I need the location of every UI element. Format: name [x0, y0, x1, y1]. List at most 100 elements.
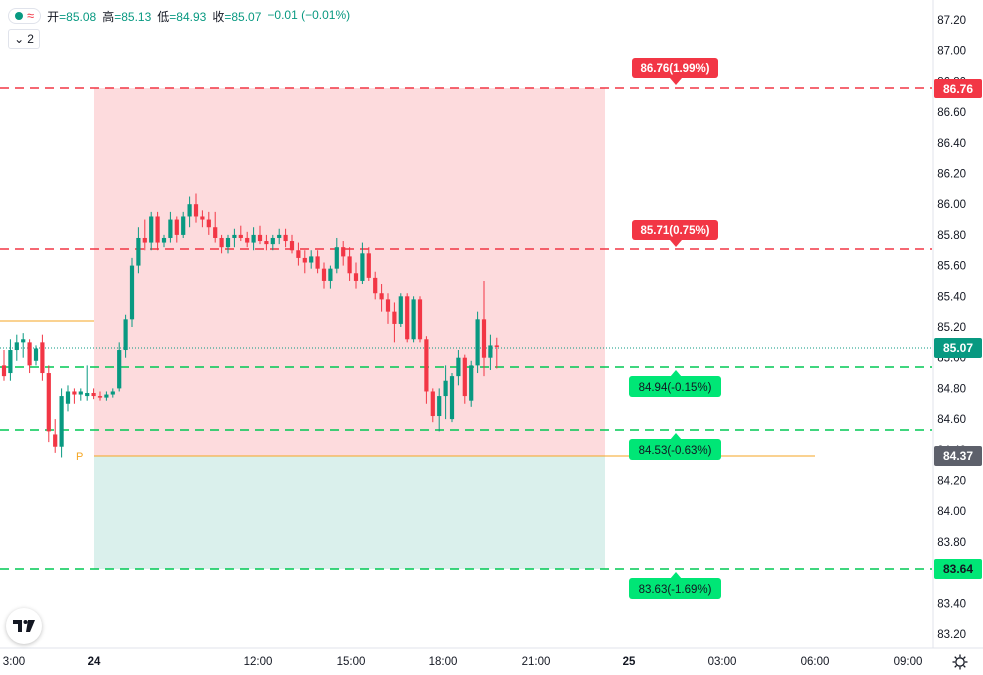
candle[interactable] — [129, 257, 135, 327]
target-label-5[interactable]: 83.63(-1.69%) — [629, 572, 721, 599]
candle[interactable] — [85, 365, 90, 401]
target-label-2[interactable]: 85.71(0.75%) — [632, 220, 718, 247]
candle[interactable] — [136, 227, 141, 274]
candle[interactable] — [149, 211, 154, 251]
candle[interactable] — [219, 234, 224, 254]
candle[interactable] — [411, 296, 416, 343]
candle[interactable] — [398, 293, 403, 327]
candle[interactable] — [405, 293, 410, 343]
candle[interactable] — [341, 241, 346, 266]
candle[interactable] — [14, 334, 19, 361]
candle[interactable] — [283, 228, 288, 248]
candle[interactable] — [417, 296, 423, 343]
candle[interactable] — [245, 231, 250, 248]
candle[interactable] — [443, 365, 448, 420]
candle[interactable] — [142, 219, 147, 251]
candle[interactable] — [264, 234, 269, 251]
price-tick: 85.20 — [937, 322, 966, 334]
candle-body — [347, 256, 352, 274]
candle[interactable] — [430, 388, 435, 423]
candle[interactable] — [200, 210, 205, 228]
candle[interactable] — [366, 247, 371, 281]
candle[interactable] — [321, 262, 327, 289]
candle[interactable] — [469, 360, 474, 407]
tradingview-logo-icon[interactable] — [6, 608, 42, 644]
candle-body — [91, 393, 96, 397]
candle[interactable] — [449, 373, 455, 423]
candle[interactable] — [65, 385, 71, 412]
candle[interactable] — [232, 228, 237, 248]
candle[interactable] — [187, 196, 192, 228]
candle[interactable] — [481, 280, 487, 377]
candle[interactable] — [1, 350, 7, 381]
candle[interactable] — [385, 293, 391, 324]
candle[interactable] — [97, 391, 103, 401]
candle[interactable] — [8, 339, 13, 381]
candle[interactable] — [475, 311, 480, 374]
candle-body — [123, 319, 128, 351]
candle[interactable] — [59, 388, 64, 458]
candle-body — [33, 348, 39, 361]
candles[interactable] — [1, 193, 499, 458]
candle[interactable] — [33, 345, 39, 366]
candle[interactable] — [488, 334, 493, 370]
candle[interactable] — [392, 302, 397, 343]
target-label-3[interactable]: 84.94(-0.15%) — [629, 370, 721, 397]
candle[interactable] — [353, 262, 359, 289]
candle[interactable] — [174, 216, 179, 243]
candle[interactable] — [46, 365, 51, 443]
candle[interactable] — [155, 211, 160, 251]
candle[interactable] — [72, 388, 77, 404]
candle[interactable] — [277, 228, 282, 245]
target-label-1[interactable]: 86.76(1.99%) — [632, 58, 718, 85]
candle[interactable] — [309, 250, 314, 269]
candle-body — [296, 250, 301, 258]
chevron-down-icon: ⌄ — [14, 32, 25, 46]
target-label-4[interactable]: 84.53(-0.63%) — [629, 433, 721, 460]
candle[interactable] — [315, 250, 320, 274]
candle[interactable] — [53, 419, 58, 453]
candle[interactable] — [494, 337, 499, 369]
candle[interactable] — [91, 388, 96, 400]
candle[interactable] — [302, 250, 307, 274]
candle[interactable] — [379, 284, 384, 312]
time-axis[interactable]: 3:00 24 12:00 15:00 18:00 21:00 25 03:00 06:00 09… — [3, 656, 923, 668]
candle[interactable] — [462, 354, 467, 404]
candle[interactable] — [289, 234, 295, 254]
candle[interactable] — [168, 211, 173, 243]
candle[interactable] — [213, 211, 218, 243]
candle[interactable] — [225, 234, 231, 254]
candle[interactable] — [328, 265, 333, 289]
candle[interactable] — [193, 193, 199, 223]
candle[interactable] — [251, 227, 256, 251]
candle[interactable] — [104, 391, 109, 401]
candle[interactable] — [181, 211, 186, 238]
candle[interactable] — [456, 350, 461, 386]
candle[interactable] — [437, 388, 442, 432]
candle[interactable] — [161, 234, 167, 248]
candle[interactable] — [334, 237, 339, 274]
candle[interactable] — [117, 342, 122, 392]
series-toggle[interactable]: ≈ — [8, 8, 42, 24]
candle[interactable] — [27, 339, 32, 374]
candle[interactable] — [424, 336, 429, 404]
candle[interactable] — [123, 314, 128, 358]
candle[interactable] — [206, 211, 211, 235]
candle-body — [475, 319, 480, 366]
settings-gear-icon[interactable] — [948, 650, 972, 674]
candle[interactable] — [238, 225, 243, 242]
candle[interactable] — [257, 225, 263, 245]
price-axis[interactable]: 87.2087.0086.8086.6086.4086.2086.0085.80… — [937, 15, 966, 641]
candle[interactable] — [110, 388, 115, 398]
candle[interactable] — [40, 334, 45, 381]
candle[interactable] — [78, 388, 83, 401]
candle[interactable] — [360, 242, 365, 285]
candle[interactable] — [347, 247, 352, 281]
indicators-collapse-button[interactable]: ⌄ 2 — [8, 29, 40, 49]
candle[interactable] — [296, 242, 301, 266]
candle[interactable] — [373, 271, 378, 300]
candle-body — [398, 296, 403, 324]
candle[interactable] — [270, 234, 275, 251]
candle[interactable] — [21, 333, 26, 358]
